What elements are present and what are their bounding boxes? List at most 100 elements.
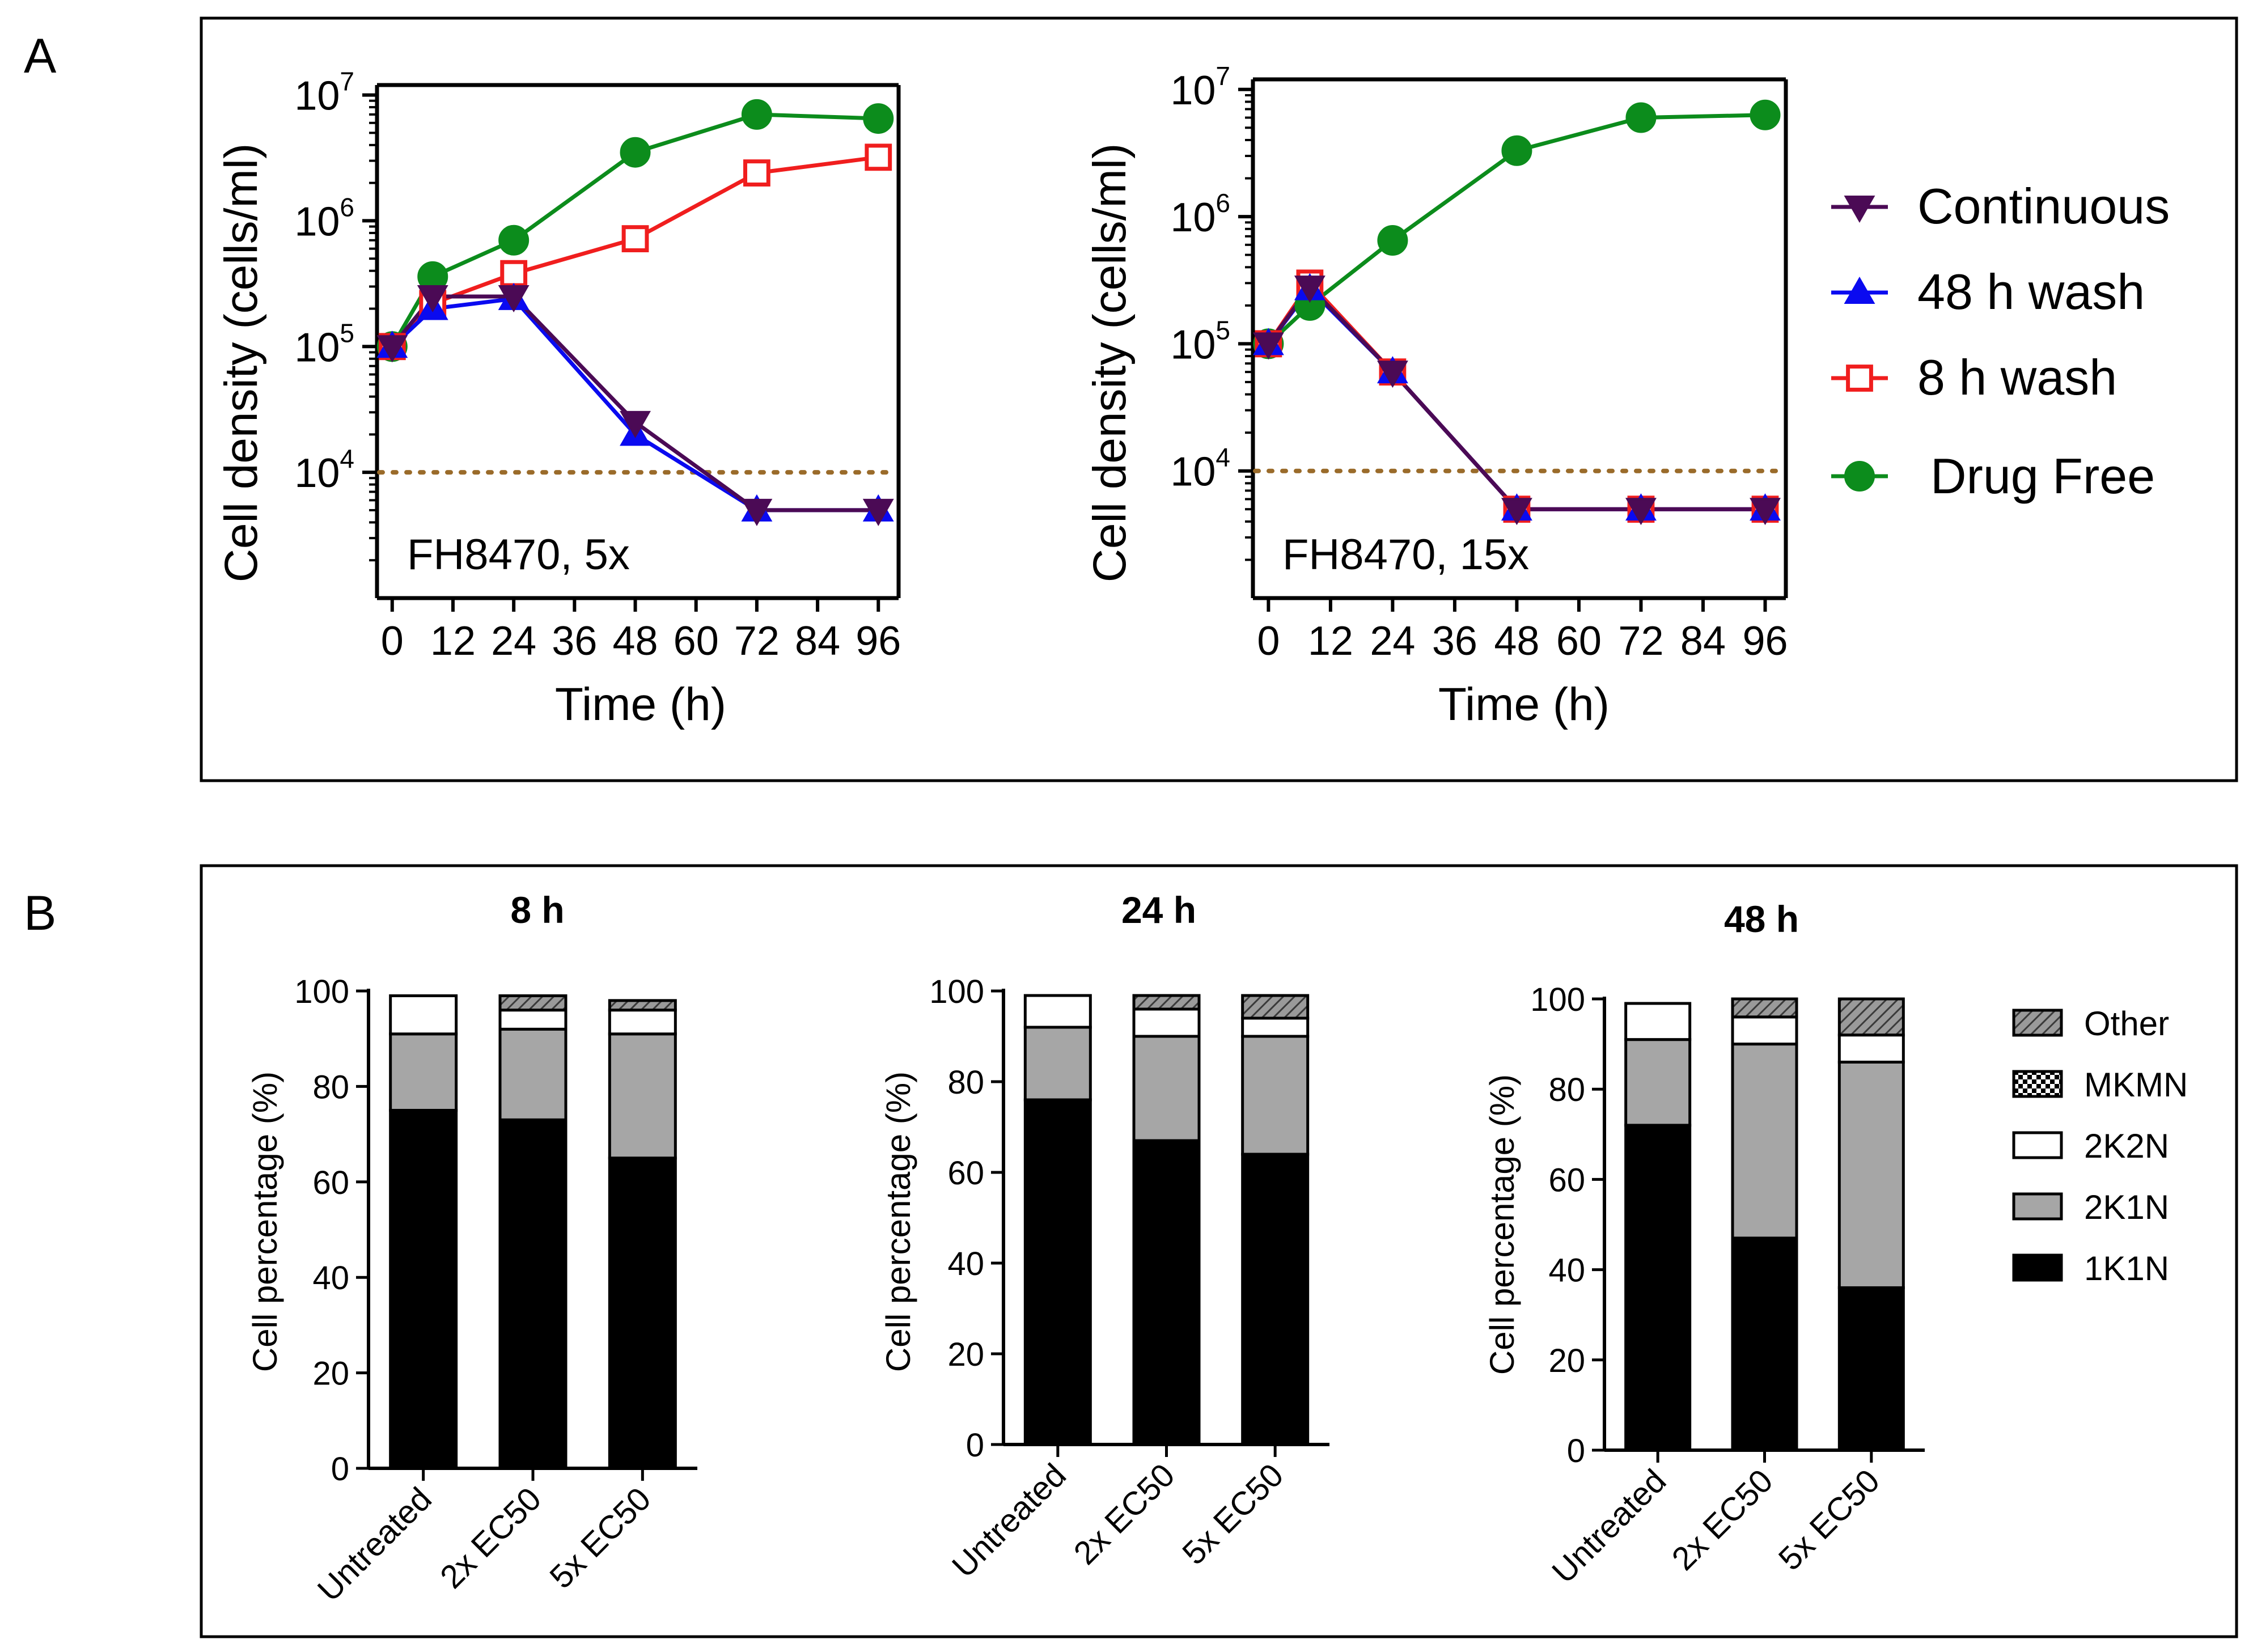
line-chart-5x-y-tick-label: 104 bbox=[294, 444, 354, 496]
bar-chart-48h-bar-2k1n bbox=[1837, 1060, 1905, 1289]
legend-a-drug-free-marker bbox=[1844, 461, 1875, 492]
legend-a-48-h-wash-marker bbox=[1844, 276, 1875, 304]
line-chart-5x-x-tick-label: 72 bbox=[734, 619, 780, 664]
line-chart-5x-series-continuous-point bbox=[376, 335, 408, 363]
legend-a-continuous: Continuous bbox=[1917, 178, 2170, 234]
bar-chart-8h-bar-2k2n bbox=[608, 1009, 677, 1036]
bar-chart-48h-y-tick-label: 40 bbox=[1548, 1252, 1585, 1289]
bar-chart-24h-bar-other bbox=[1241, 994, 1310, 1020]
line-chart-5x-x-tick-label: 48 bbox=[612, 619, 658, 664]
line-chart-5x-ylabel: Cell density (cells/ml) bbox=[215, 143, 267, 583]
line-chart-5x-annotation: FH8470, 5x bbox=[407, 531, 630, 579]
line-chart-5x-series-continuous-point bbox=[862, 498, 894, 526]
bar-chart-24h-x-tick-label: 5x EC50 bbox=[1175, 1456, 1290, 1571]
bar-chart-48h-bar-1k1n bbox=[1624, 1124, 1692, 1452]
line-chart-15x-y-tick-label: 106 bbox=[1170, 188, 1230, 240]
line-chart-15x: 104 105 106 107 0 12 24 36 48 60 72 84 96 FH8470, 15… bbox=[1084, 61, 1788, 730]
line-chart-5x-series-continuous-point bbox=[417, 285, 448, 313]
line-chart-5x-marks: 104 105 106 107 0 12 24 36 48 60 72 84 96 bbox=[294, 67, 901, 664]
legend-a-8-h-wash-marker bbox=[1846, 365, 1873, 392]
line-chart-15x-series-drug-free-point bbox=[1625, 102, 1657, 133]
line-chart-5x-x-tick-label: 96 bbox=[856, 619, 901, 664]
bar-chart-48h-ylabel: Cell percentage (%) bbox=[1483, 1074, 1521, 1375]
bar-chart-24h-bar-1k1n bbox=[1132, 1139, 1201, 1446]
panel-label-a: A bbox=[24, 29, 57, 83]
line-chart-15x-x-tick-label: 96 bbox=[1742, 619, 1788, 664]
line-chart-15x-x-tick-label: 0 bbox=[1257, 619, 1280, 664]
bar-chart-8h-bar-2k1n bbox=[498, 1027, 568, 1121]
legend-b-2k1n: 2K1N bbox=[2084, 1188, 2169, 1226]
line-chart-5x-y-tick-label: 105 bbox=[294, 318, 354, 370]
line-chart-15x-x-tick-label: 48 bbox=[1494, 619, 1539, 664]
line-chart-15x-annotation: FH8470, 15x bbox=[1282, 531, 1529, 579]
legend-b-2k2n: 2K2N bbox=[2084, 1127, 2169, 1165]
line-chart-5x-x-tick-label: 84 bbox=[795, 619, 840, 664]
bar-chart-8h-x-tick-label: 5x EC50 bbox=[543, 1480, 658, 1595]
bar-chart-24h-y-tick-label: 20 bbox=[947, 1336, 984, 1373]
bar-chart-8h-bar-2k2n bbox=[389, 994, 458, 1036]
bar-chart-24h-y-tick-label: 60 bbox=[947, 1155, 984, 1192]
panel-label-b: B bbox=[24, 886, 56, 941]
line-chart-5x-series-8-h-wash-point bbox=[621, 225, 649, 252]
bar-chart-24h-x-tick-label: Untreated bbox=[945, 1456, 1073, 1585]
legend-a-markers bbox=[1831, 196, 1888, 492]
bar-chart-24h-y-tick-label: 80 bbox=[947, 1064, 984, 1101]
bar-chart-8h-x-tick-label: 2x EC50 bbox=[433, 1480, 548, 1595]
line-chart-15x-series-drug-free-point bbox=[1377, 225, 1408, 256]
bar-chart-8h-bar-other bbox=[608, 999, 677, 1012]
bar-chart-48h-bar-2k2n bbox=[1837, 1033, 1905, 1064]
bar-chart-48h-y-tick-label: 0 bbox=[1567, 1433, 1585, 1469]
bar-chart-48h-bar-other bbox=[1837, 997, 1905, 1037]
bar-chart-48h-x-tick-label: Untreated bbox=[1545, 1462, 1673, 1590]
bar-chart-48h-bar-2k2n bbox=[1624, 1002, 1692, 1041]
legend-b-swatches bbox=[2012, 1009, 2063, 1282]
bar-chart-8h-y-tick-label: 100 bbox=[294, 973, 349, 1010]
bar-chart-48h-bar-other bbox=[1731, 997, 1798, 1019]
line-chart-15x-series-continuous-line bbox=[1267, 283, 1765, 511]
line-chart-15x-series-continuous-point bbox=[1750, 498, 1781, 526]
legend-a-8h-wash: 8 h wash bbox=[1917, 349, 2117, 405]
line-chart-15x-series-continuous-point bbox=[1377, 361, 1408, 388]
legend-b-1k1n-swatch bbox=[2012, 1253, 2063, 1282]
line-chart-5x-y-tick-label: 107 bbox=[294, 67, 354, 119]
legend-a-continuous-marker bbox=[1844, 196, 1875, 223]
legend-a: Continuous 48 h wash 8 h wash Drug Free bbox=[1831, 178, 2170, 504]
bar-chart-8h-bar-2k1n bbox=[608, 1032, 677, 1160]
bar-chart-24h-bar-other bbox=[1132, 994, 1201, 1011]
bar-chart-24h-x-tick-label: 2x EC50 bbox=[1066, 1456, 1181, 1571]
line-chart-5x-series-continuous-point bbox=[498, 285, 530, 313]
line-chart-5x-x-tick-label: 60 bbox=[674, 619, 719, 664]
line-chart-5x-series-continuous-point bbox=[741, 498, 773, 526]
bar-chart-48h-bar-2k2n bbox=[1731, 1015, 1798, 1046]
line-chart-5x-series-continuous-point bbox=[620, 410, 651, 438]
legend-b-mkmn: MKMN bbox=[2084, 1066, 2188, 1104]
bar-chart-24h-y-tick-label: 40 bbox=[947, 1246, 984, 1282]
bar-chart-24h-bar-2k2n bbox=[1023, 994, 1092, 1029]
line-chart-15x-x-tick-label: 24 bbox=[1370, 619, 1415, 664]
bar-chart-48h-bar-2k1n bbox=[1624, 1038, 1692, 1127]
legend-b-other: Other bbox=[2084, 1005, 2169, 1043]
line-chart-15x-y-tick-label: 104 bbox=[1170, 443, 1230, 495]
bar-chart-8h-bar-1k1n bbox=[389, 1109, 458, 1470]
line-chart-15x-x-tick-label: 84 bbox=[1680, 619, 1726, 664]
line-chart-15x-ylabel: Cell density (cells/ml) bbox=[1084, 143, 1136, 583]
bar-chart-48h-y-tick-label: 80 bbox=[1548, 1071, 1585, 1108]
bar-chart-48h-bar-1k1n bbox=[1837, 1286, 1905, 1452]
line-chart-5x-series-8-h-wash-point bbox=[865, 143, 892, 171]
bar-chart-24h-bar-2k1n bbox=[1241, 1035, 1310, 1156]
line-chart-5x-series-drug-free-point bbox=[620, 137, 651, 168]
line-chart-5x-xlabel: Time (h) bbox=[555, 679, 726, 730]
bar-chart-8h-y-tick-label: 60 bbox=[312, 1164, 349, 1201]
line-chart-5x-series-8-h-wash-point bbox=[500, 260, 528, 287]
line-chart-15x-series-drug-free-point bbox=[1750, 99, 1781, 130]
bar-chart-24h-bar-2k2n bbox=[1132, 1007, 1201, 1038]
bar-chart-8h-y-tick-label: 80 bbox=[312, 1069, 349, 1105]
bar-chart-8h-y-tick-label: 40 bbox=[312, 1260, 349, 1297]
line-chart-15x-y-tick-label: 105 bbox=[1170, 315, 1230, 367]
